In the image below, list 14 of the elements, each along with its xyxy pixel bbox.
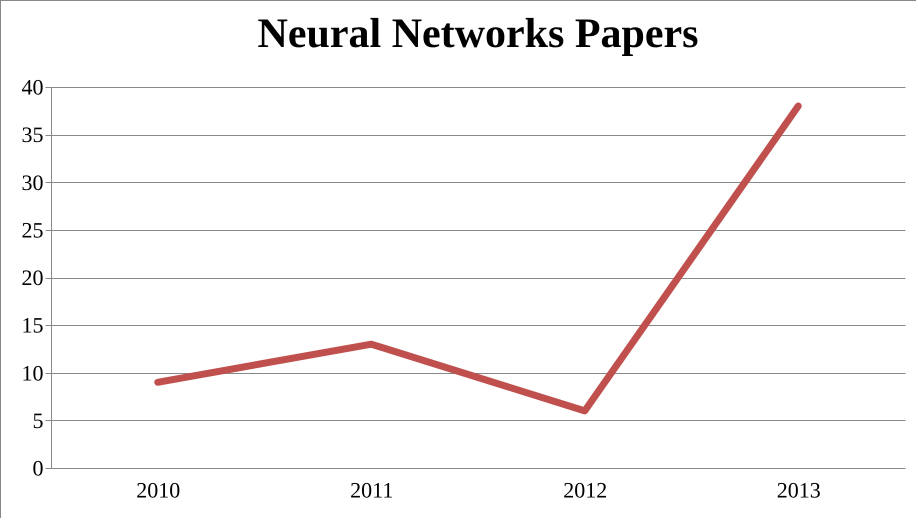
y-tick-label: 30 <box>22 170 44 195</box>
y-tick-label: 35 <box>22 122 44 148</box>
x-tick-label: 2013 <box>776 478 821 502</box>
x-tick-label: 2010 <box>136 478 180 502</box>
x-tick-label: 2012 <box>563 478 608 502</box>
y-tick-label: 40 <box>22 74 44 100</box>
chart-title: Neural Networks Papers <box>258 11 698 57</box>
y-tick-label: 0 <box>32 456 44 480</box>
y-tick-label: 15 <box>22 312 44 338</box>
y-tick-label: 5 <box>32 408 44 433</box>
y-tick-label: 25 <box>22 217 44 242</box>
y-tick-label: 10 <box>22 360 44 386</box>
x-tick-label: 2011 <box>350 478 394 502</box>
y-tick-label: 20 <box>22 265 44 290</box>
